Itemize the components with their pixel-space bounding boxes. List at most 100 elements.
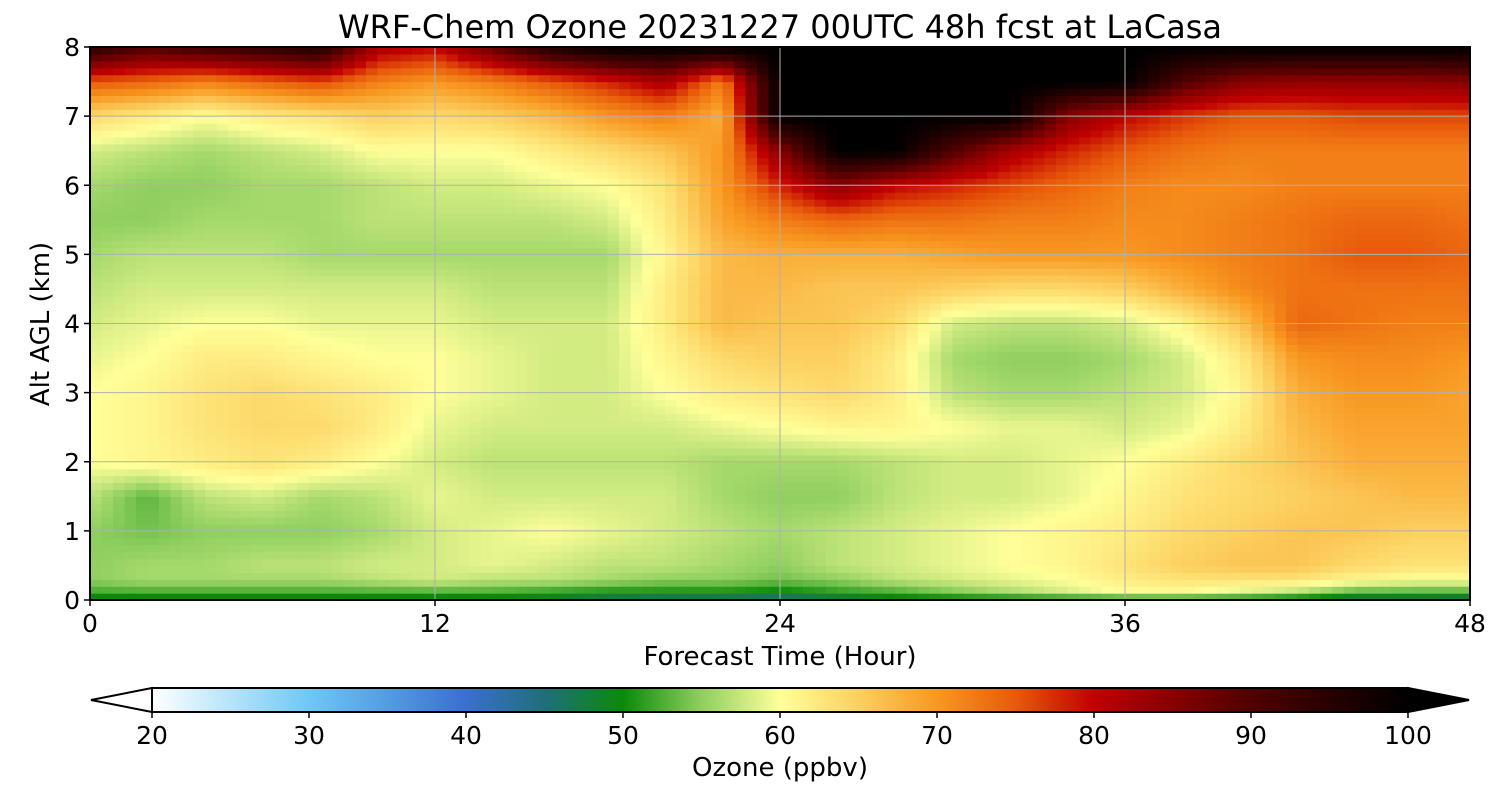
heatmap-cell [653,558,666,567]
heatmap-cell [745,364,758,373]
heatmap-cell [550,530,563,539]
heatmap-cell [929,489,942,497]
heatmap-cell [1286,544,1299,553]
heatmap-cell [1309,482,1322,490]
heatmap-cell [1228,385,1241,394]
heatmap-cell [1033,537,1046,546]
heatmap-cell [1182,392,1195,401]
heatmap-cell [354,537,367,546]
heatmap-cell [1332,517,1345,525]
heatmap-cell [354,593,367,600]
heatmap-cell [607,503,620,511]
heatmap-cell [216,503,229,511]
heatmap-cell [895,330,908,338]
heatmap-cell [262,510,275,518]
heatmap-cell [1033,503,1046,511]
heatmap-cell [1320,517,1333,525]
heatmap-cell [1435,510,1448,518]
heatmap-cell [216,593,229,600]
heatmap-cell [803,530,816,539]
heatmap-cell [1435,579,1448,587]
heatmap-cell [1309,392,1322,401]
heatmap-cell [918,579,931,587]
heatmap-cell [860,371,873,380]
heatmap-cell [653,427,666,435]
heatmap-cell [1297,558,1310,567]
heatmap-cell [205,358,218,366]
heatmap-cell [1228,399,1241,408]
heatmap-cell [653,330,666,338]
heatmap-cell [458,503,471,511]
heatmap-cell [745,378,758,387]
heatmap-cell [630,489,643,497]
heatmap-cell [1044,544,1057,553]
heatmap-cell [883,579,896,587]
heatmap-cell [1056,441,1069,449]
heatmap-cell [1021,447,1034,456]
heatmap-cell [216,468,229,477]
heatmap-cell [170,530,183,539]
heatmap-cell [343,358,356,366]
heatmap-cell [964,434,977,442]
heatmap-cell [389,475,402,484]
heatmap-cell [573,523,586,532]
heatmap-cell [308,337,321,345]
heatmap-cell [780,399,793,408]
heatmap-cell [1343,454,1356,463]
heatmap-cell [239,586,252,594]
heatmap-cell [584,558,597,567]
heatmap-cell [895,510,908,518]
heatmap-cell [124,434,137,442]
heatmap-cell [182,371,195,380]
heatmap-cell [515,447,528,456]
heatmap-cell [964,461,977,470]
heatmap-cell [550,579,563,587]
heatmap-cell [90,454,103,463]
heatmap-cell [1297,364,1310,373]
heatmap-cell [1182,551,1195,560]
heatmap-cell [1171,441,1184,449]
heatmap-cell [872,330,885,338]
heatmap-cell [1228,351,1241,359]
heatmap-cell [722,496,735,504]
heatmap-cell [331,461,344,470]
heatmap-cell [159,565,172,573]
heatmap-cell [1021,475,1034,484]
heatmap-cell [90,337,103,345]
heatmap-cell [814,517,827,525]
heatmap-cell [1286,579,1299,587]
heatmap-cell [1286,406,1299,414]
heatmap-cell [527,558,540,567]
heatmap-cell [607,565,620,573]
heatmap-cell [435,399,448,408]
heatmap-cell [239,496,252,504]
heatmap-cell [412,468,425,477]
heatmap-cell [1251,523,1264,532]
heatmap-cell [906,413,919,421]
heatmap-cell [1297,344,1310,352]
heatmap-cell [607,378,620,387]
heatmap-cell [837,371,850,380]
heatmap-cell [469,330,482,338]
heatmap-cell [1240,371,1253,380]
heatmap-cell [1435,413,1448,421]
heatmap-cell [1194,544,1207,553]
heatmap-cell [596,344,609,352]
heatmap-cell [975,482,988,490]
heatmap-cell [1343,441,1356,449]
heatmap-cell [205,447,218,456]
heatmap-cell [1332,447,1345,456]
heatmap-cell [1389,399,1402,408]
heatmap-cell [538,309,551,318]
heatmap-cell [768,351,781,359]
heatmap-cell [1240,427,1253,435]
heatmap-cell [1286,323,1299,332]
heatmap-cell [308,447,321,456]
heatmap-cell [1332,454,1345,463]
heatmap-cell [389,434,402,442]
heatmap-cell [780,572,793,580]
heatmap-cell [1010,468,1023,477]
heatmap-cell [1171,461,1184,470]
heatmap-cell [170,586,183,594]
heatmap-cell [665,392,678,401]
